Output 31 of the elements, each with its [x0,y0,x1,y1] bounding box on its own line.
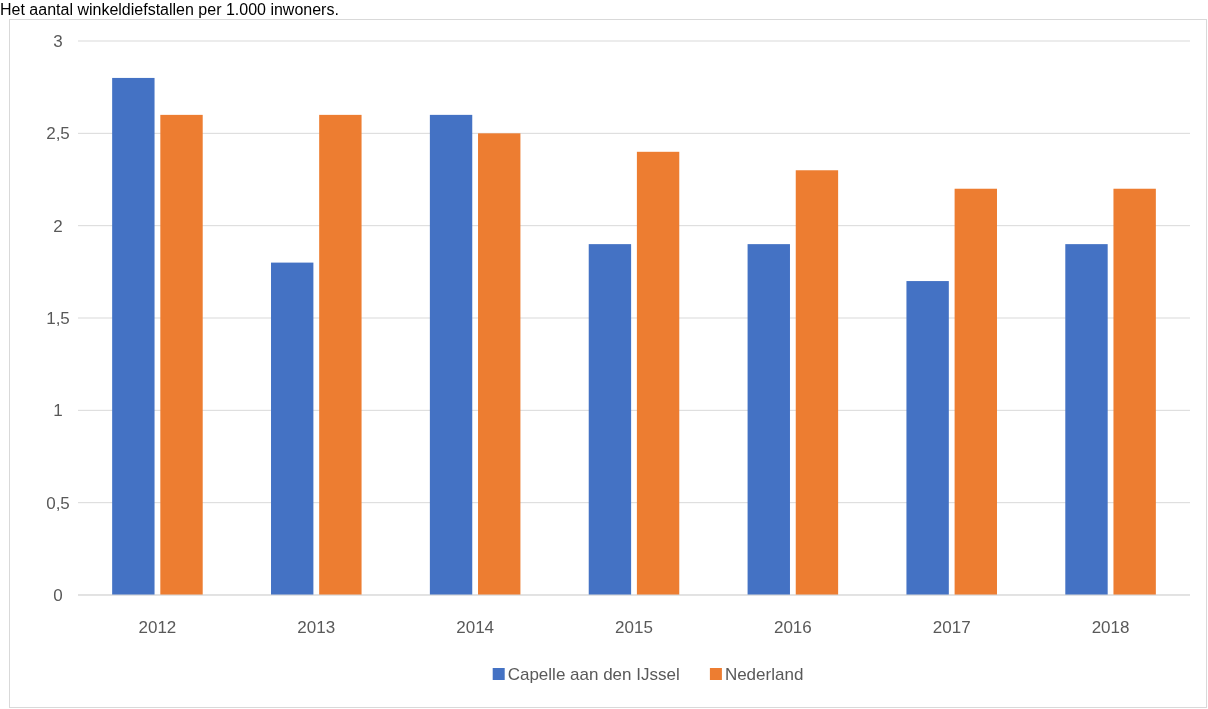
bar [1113,188,1156,595]
bar [160,114,203,595]
y-tick-label: 1,5 [46,308,70,328]
bar [636,151,680,595]
legend-label: Nederland [724,665,804,684]
y-tick-label: 2,5 [46,124,70,144]
bar [112,77,155,595]
bar [795,170,839,595]
bar [906,281,949,595]
bar [747,244,790,595]
bar [319,114,362,595]
bar [1065,244,1108,595]
bar [429,114,473,595]
x-tick-label: 2012 [138,618,177,637]
y-tick-label: 0 [53,585,63,605]
bar [588,244,632,595]
x-tick-label: 2016 [773,618,812,637]
y-tick-label: 1 [53,401,63,421]
x-tick-label: 2017 [932,618,971,637]
chart-title: Het aantal winkeldiefstallen per 1.000 inwoners. [0,1,339,18]
bar [478,133,521,595]
x-tick-label: 2013 [297,618,336,637]
bar [954,188,997,595]
x-tick-label: 2018 [1091,618,1130,637]
bar [271,262,314,595]
legend-label: Capelle aan den IJssel [507,665,680,684]
x-tick-label: 2015 [615,618,653,637]
y-tick-label: 2 [53,216,63,236]
y-tick-label: 0,5 [46,493,70,513]
x-tick-label: 2014 [456,618,495,637]
y-tick-label: 3 [53,31,63,51]
